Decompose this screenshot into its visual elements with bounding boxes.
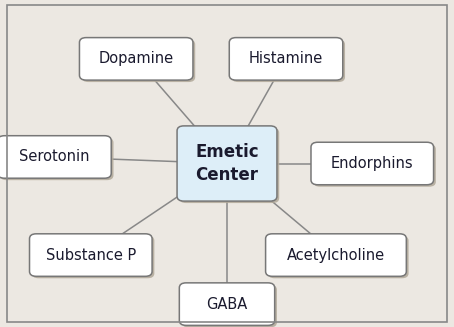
Text: Histamine: Histamine	[249, 51, 323, 66]
FancyBboxPatch shape	[229, 38, 343, 80]
Text: GABA: GABA	[207, 297, 247, 312]
FancyBboxPatch shape	[0, 138, 114, 180]
FancyBboxPatch shape	[268, 236, 409, 278]
Text: Dopamine: Dopamine	[99, 51, 174, 66]
FancyBboxPatch shape	[313, 144, 436, 187]
FancyBboxPatch shape	[179, 283, 275, 325]
Text: Endorphins: Endorphins	[331, 156, 414, 171]
FancyBboxPatch shape	[232, 40, 345, 82]
FancyBboxPatch shape	[79, 38, 193, 80]
Text: Acetylcholine: Acetylcholine	[287, 248, 385, 263]
FancyBboxPatch shape	[311, 142, 434, 185]
FancyBboxPatch shape	[32, 236, 154, 278]
FancyBboxPatch shape	[266, 234, 406, 276]
FancyBboxPatch shape	[182, 285, 277, 327]
FancyBboxPatch shape	[179, 128, 279, 203]
FancyBboxPatch shape	[177, 126, 277, 201]
FancyBboxPatch shape	[0, 136, 111, 178]
Text: Emetic
Center: Emetic Center	[195, 144, 259, 183]
FancyBboxPatch shape	[30, 234, 152, 276]
FancyBboxPatch shape	[82, 40, 195, 82]
Text: Serotonin: Serotonin	[19, 149, 90, 164]
Text: Substance P: Substance P	[46, 248, 136, 263]
